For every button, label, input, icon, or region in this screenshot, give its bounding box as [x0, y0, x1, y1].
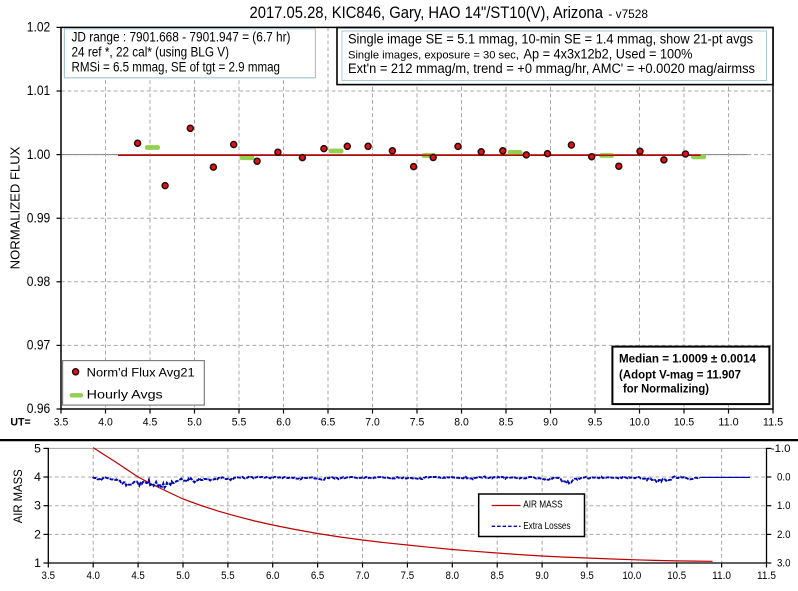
- svg-text:6.0: 6.0: [266, 570, 280, 582]
- svg-text:6.5: 6.5: [321, 417, 336, 429]
- svg-text:RMSi = 6.5 mmag, SE of tgt = 2: RMSi = 6.5 mmag, SE of tgt = 2.9 mmag: [72, 60, 281, 75]
- svg-text:8.0: 8.0: [454, 417, 469, 429]
- svg-text:3.0: 3.0: [777, 558, 791, 570]
- svg-text:5.0: 5.0: [176, 570, 190, 582]
- svg-text:Hourly Avgs: Hourly Avgs: [87, 388, 163, 402]
- svg-text:11.0: 11.0: [718, 417, 738, 429]
- svg-text:0.96: 0.96: [27, 401, 50, 416]
- svg-text:0.97: 0.97: [27, 338, 50, 353]
- svg-text:(Adopt V-mag = 11.907: (Adopt V-mag = 11.907: [619, 370, 741, 382]
- svg-text:4: 4: [34, 470, 41, 484]
- svg-text:8.5: 8.5: [499, 417, 514, 429]
- svg-text:6.5: 6.5: [311, 570, 325, 582]
- svg-text:5.5: 5.5: [232, 417, 247, 429]
- svg-text:JD range : 7901.668 - 7901.947: JD range : 7901.668 - 7901.947 = (6.7 hr…: [72, 30, 291, 45]
- svg-text:2: 2: [34, 527, 41, 541]
- svg-text:- v7528: - v7528: [608, 9, 648, 21]
- svg-text:Single images, exposure = 30 s: Single images, exposure = 30 sec,: [348, 50, 519, 62]
- svg-text:7.0: 7.0: [365, 417, 380, 429]
- svg-text:10.5: 10.5: [667, 570, 686, 582]
- svg-text:4.0: 4.0: [98, 417, 113, 429]
- svg-text:Ap = 4x3x12b2, Used = 100%: Ap = 4x3x12b2, Used = 100%: [524, 47, 693, 62]
- svg-text:6.0: 6.0: [276, 417, 291, 429]
- svg-text:10.0: 10.0: [622, 570, 641, 582]
- svg-text:Median = 1.0009 ± 0.0014: Median = 1.0009 ± 0.0014: [619, 353, 757, 365]
- svg-text:0.99: 0.99: [27, 210, 50, 225]
- svg-text:3.5: 3.5: [54, 417, 69, 429]
- svg-text:9.5: 9.5: [588, 417, 603, 429]
- svg-text:2.0: 2.0: [777, 529, 791, 541]
- svg-text:Single image SE = 5.1 mmag, 10: Single image SE = 5.1 mmag, 10-min SE = …: [348, 32, 753, 47]
- svg-text:8.5: 8.5: [490, 570, 504, 582]
- svg-text:0.98: 0.98: [27, 274, 50, 289]
- svg-text:Ext'n = 212 mmag/m, trend = +0: Ext'n = 212 mmag/m, trend = +0 mmag/hr, …: [348, 61, 755, 76]
- svg-text:4.5: 4.5: [143, 417, 158, 429]
- svg-text:11.5: 11.5: [763, 417, 783, 429]
- svg-text:NORMALIZED FLUX: NORMALIZED FLUX: [9, 146, 23, 269]
- svg-text:8.0: 8.0: [446, 570, 460, 582]
- svg-text:1.02: 1.02: [27, 20, 50, 35]
- svg-text:UT=: UT=: [10, 417, 30, 429]
- svg-text:0.0: 0.0: [777, 472, 791, 484]
- svg-text:9.5: 9.5: [580, 570, 594, 582]
- svg-text:-1.0: -1.0: [771, 443, 791, 455]
- svg-text:9.0: 9.0: [535, 570, 549, 582]
- svg-text:7.5: 7.5: [401, 570, 415, 582]
- svg-text:4.5: 4.5: [131, 570, 145, 582]
- svg-text:AIR MASS: AIR MASS: [11, 469, 25, 523]
- svg-text:AIR MASS: AIR MASS: [523, 500, 563, 511]
- svg-text:5.5: 5.5: [221, 570, 235, 582]
- svg-text:Norm'd Flux Avg21: Norm'd Flux Avg21: [87, 366, 195, 380]
- svg-text:for Normalizing): for Normalizing): [623, 384, 709, 396]
- svg-text:7.5: 7.5: [410, 417, 425, 429]
- svg-text:3: 3: [34, 499, 41, 513]
- svg-text:11.5: 11.5: [757, 570, 776, 582]
- svg-text:11.0: 11.0: [712, 570, 731, 582]
- svg-text:10.0: 10.0: [629, 417, 649, 429]
- svg-text:1: 1: [34, 556, 41, 570]
- svg-text:7.0: 7.0: [356, 570, 370, 582]
- svg-text:1.0: 1.0: [777, 500, 791, 512]
- svg-text:4.0: 4.0: [86, 570, 100, 582]
- svg-text:2017.05.28, KIC846, Gary, HAO: 2017.05.28, KIC846, Gary, HAO 14"/ST10(V…: [250, 4, 604, 22]
- svg-text:9.0: 9.0: [543, 417, 558, 429]
- svg-text:3.5: 3.5: [42, 570, 56, 582]
- svg-text:5: 5: [34, 441, 41, 455]
- svg-text:24 ref *, 22 cal* (using BLG V: 24 ref *, 22 cal* (using BLG V): [72, 45, 230, 60]
- svg-text:5.0: 5.0: [187, 417, 202, 429]
- svg-text:10.5: 10.5: [674, 417, 694, 429]
- svg-text:1.01: 1.01: [27, 83, 50, 98]
- svg-text:1.00: 1.00: [27, 147, 50, 162]
- svg-text:Extra Losses: Extra Losses: [523, 521, 570, 532]
